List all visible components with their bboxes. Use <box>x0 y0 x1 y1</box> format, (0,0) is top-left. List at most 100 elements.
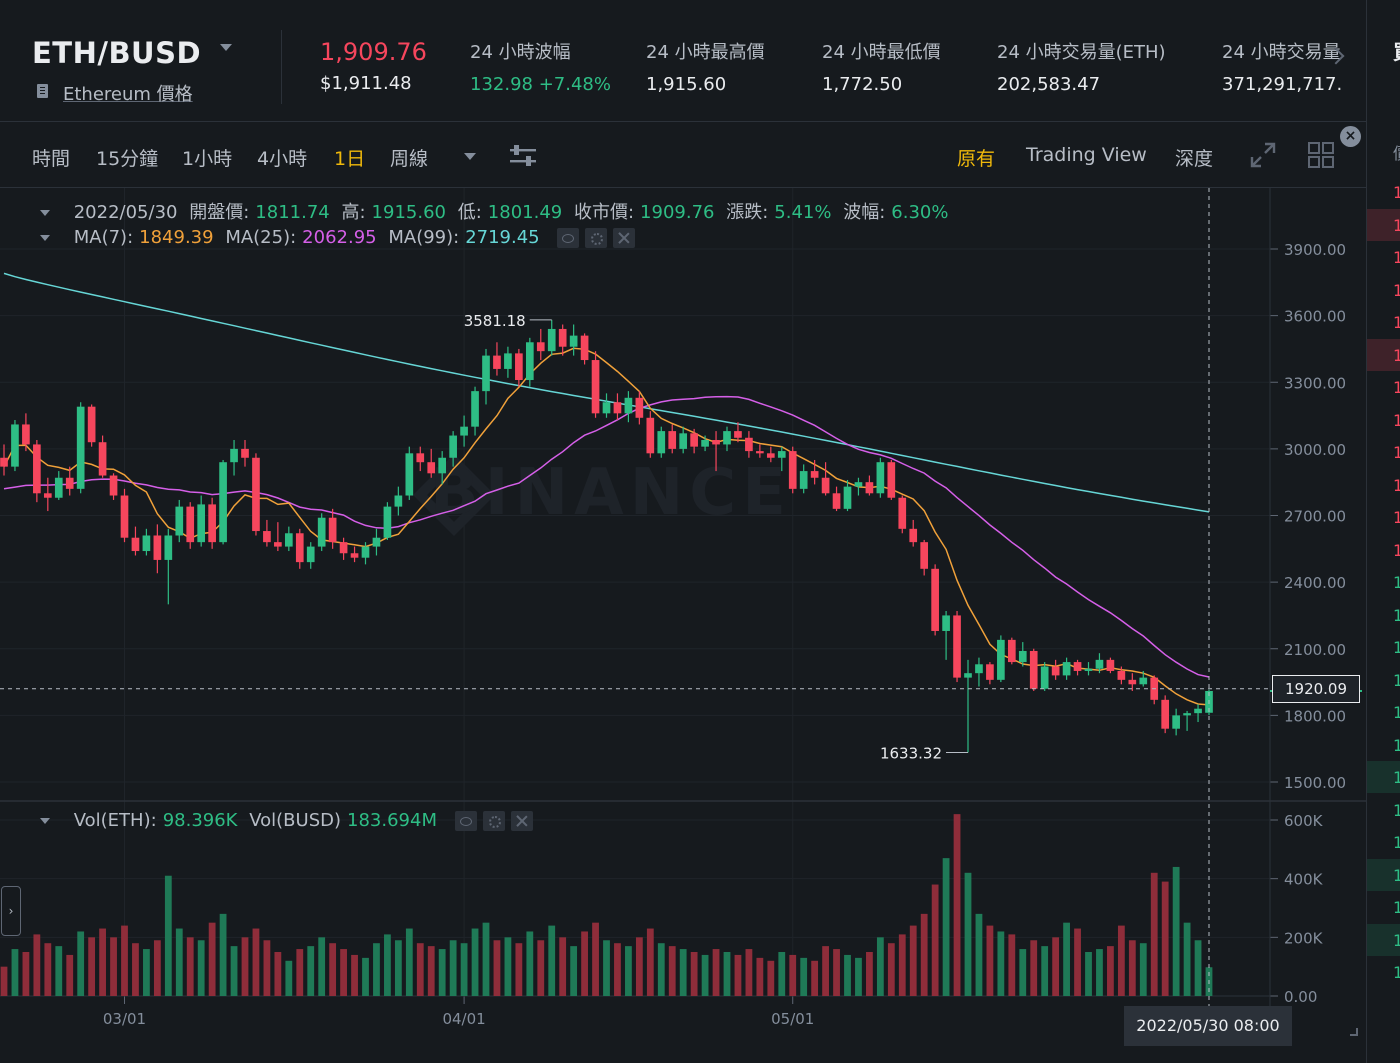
collapse-icon[interactable] <box>40 210 50 216</box>
candle-body <box>854 482 863 487</box>
tab-weekly[interactable]: 周線 <box>390 148 429 170</box>
order-book-title[interactable]: 買 <box>1393 36 1400 65</box>
order-book-price[interactable]: 1 <box>1393 508 1400 527</box>
sliders-icon[interactable] <box>510 144 536 168</box>
low-annotation-label: 1633.32 <box>880 744 942 762</box>
candle-body <box>690 433 698 447</box>
candle-body <box>942 615 950 631</box>
volume-bar <box>1117 925 1125 996</box>
tab-time[interactable]: 時間 <box>32 148 71 170</box>
order-book-price[interactable]: 1 <box>1393 736 1400 755</box>
volume-bar <box>55 946 63 996</box>
volume-bar <box>778 952 786 996</box>
pair-dropdown-icon[interactable] <box>220 44 232 51</box>
order-book-depth-bar <box>1367 858 1400 891</box>
volume-bar <box>887 943 895 996</box>
order-book-price[interactable]: 1 <box>1393 541 1400 560</box>
close-icon[interactable] <box>510 811 533 831</box>
close-icon[interactable] <box>613 228 636 248</box>
candle-body <box>766 453 775 458</box>
candle-body <box>624 397 633 414</box>
fullscreen-icon[interactable] <box>1250 142 1276 168</box>
view-original[interactable]: 原有 <box>957 148 996 170</box>
order-book-price[interactable]: 1 <box>1393 248 1400 267</box>
vol-busd-label: Vol(BUSD) <box>249 810 342 831</box>
view-depth[interactable]: 深度 <box>1175 148 1214 170</box>
candle-body <box>701 439 709 447</box>
volume-bar <box>964 872 972 996</box>
candle-body <box>109 475 118 496</box>
view-tradingview[interactable]: Trading View <box>1026 144 1147 166</box>
order-book-price[interactable]: 1 <box>1393 281 1400 300</box>
candle-body <box>482 355 490 392</box>
eye-icon[interactable] <box>454 811 477 831</box>
volume-bar <box>241 937 249 996</box>
candle-body <box>986 664 994 680</box>
tab-1h[interactable]: 1小時 <box>182 148 233 170</box>
ma7-label: MA(7): <box>73 227 134 248</box>
eye-icon[interactable] <box>557 228 580 248</box>
chart-canvas[interactable]: 3900.00 3600.00 3300.00 3000.00 2700.00 2400.… <box>0 188 1366 1063</box>
collapse-icon[interactable] <box>40 818 50 824</box>
candle-body <box>832 493 841 509</box>
candle-body <box>1128 679 1137 685</box>
stat-24h-volume-busd: 24 小時交易量 371,291,717.5 <box>1222 38 1342 95</box>
candle-body <box>920 542 929 569</box>
volume-bar <box>329 943 337 996</box>
candle-body <box>953 615 961 678</box>
order-book-price[interactable]: 1 <box>1393 963 1400 982</box>
candle-body <box>1106 659 1115 671</box>
order-book-depth-bar <box>1367 761 1400 793</box>
tab-4h[interactable]: 4小時 <box>257 148 308 170</box>
volume-bar <box>909 925 917 996</box>
stat-value: 132.98 +7.48% <box>470 74 611 95</box>
stat-label: 24 小時最低價 <box>822 42 941 63</box>
volume-bar <box>110 937 117 996</box>
order-book-price[interactable]: 1 <box>1393 476 1400 495</box>
volume-bar <box>1161 881 1169 996</box>
gear-icon[interactable] <box>585 228 608 248</box>
layout-grid-icon[interactable] <box>1308 142 1334 168</box>
order-book-price[interactable]: 1 <box>1393 183 1400 202</box>
candle-body <box>515 353 523 381</box>
order-book-price[interactable]: 1 <box>1393 216 1400 235</box>
order-book-price[interactable]: 1 <box>1393 931 1400 950</box>
pair-title[interactable]: ETH/BUSD <box>32 36 202 70</box>
tab-15m[interactable]: 15分鐘 <box>96 148 159 170</box>
candle-body <box>208 504 216 543</box>
order-book-price[interactable]: 1 <box>1393 378 1400 397</box>
order-book-price[interactable]: 1 <box>1393 768 1400 787</box>
gear-icon[interactable] <box>482 811 505 831</box>
order-book-price[interactable]: 1 <box>1393 638 1400 657</box>
volume-bar <box>33 934 41 996</box>
volume-bar <box>1183 922 1191 996</box>
order-book-price[interactable]: 1 <box>1393 411 1400 430</box>
order-book-price[interactable]: 1 <box>1393 703 1400 722</box>
order-book-price[interactable]: 1 <box>1393 898 1400 917</box>
order-book-price[interactable]: 1 <box>1393 866 1400 885</box>
volume-bar <box>701 954 709 996</box>
resize-handle[interactable] <box>1350 1028 1358 1036</box>
candle-body <box>591 360 600 414</box>
volume-bar <box>0 966 8 996</box>
close-icon[interactable]: × <box>1340 126 1361 147</box>
candle-body <box>219 462 227 543</box>
order-book-price[interactable]: 1 <box>1393 801 1400 820</box>
chart-area[interactable]: BINANCE 3900.00 3600.00 3300.00 3000.00 2700… <box>0 188 1366 1063</box>
order-book-price[interactable]: 1 <box>1393 443 1400 462</box>
order-book-price[interactable]: 1 <box>1393 346 1400 365</box>
volume-bar <box>427 946 435 996</box>
order-book-price[interactable]: 1 <box>1393 313 1400 332</box>
order-book-price[interactable]: 1 <box>1393 833 1400 852</box>
order-book-price[interactable]: 1 <box>1393 573 1400 592</box>
volume-bar <box>230 946 238 996</box>
volume-bar <box>844 954 851 996</box>
tab-1d[interactable]: 1日 <box>334 148 366 170</box>
candle-body <box>0 457 8 467</box>
more-intervals-icon[interactable] <box>464 153 476 160</box>
order-book-price[interactable]: 1 <box>1393 671 1400 690</box>
order-book-price[interactable]: 1 <box>1393 606 1400 625</box>
coin-info-link[interactable]: Ethereum 價格 <box>63 84 193 105</box>
side-panel-toggle[interactable]: › <box>1 886 21 936</box>
collapse-icon[interactable] <box>40 235 50 241</box>
